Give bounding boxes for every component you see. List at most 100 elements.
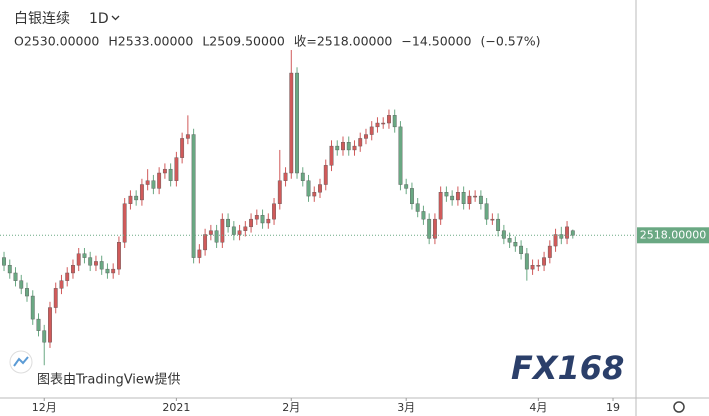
candle-body — [369, 126, 374, 135]
candle-body — [105, 268, 110, 274]
candle-body — [151, 180, 156, 189]
candle-body — [65, 272, 70, 281]
last-price-box — [637, 227, 709, 244]
ohlc-value: −14.50000 — [401, 34, 471, 49]
candle-body — [461, 192, 466, 204]
candle-body — [208, 230, 213, 235]
candle-body — [450, 195, 455, 201]
candle-body — [214, 230, 219, 243]
candle-body — [565, 226, 569, 239]
candle-body — [467, 195, 472, 204]
ohlc-value: (−0.57%) — [481, 34, 541, 49]
candle-body — [484, 203, 489, 220]
candle-body — [59, 280, 64, 289]
last-price-label: 2518.00000 — [640, 228, 706, 241]
candle-body — [99, 261, 104, 270]
candle-body — [530, 265, 535, 270]
candle-body — [36, 318, 41, 331]
x-tick-label: 3月 — [397, 401, 415, 414]
candle-body — [438, 192, 443, 220]
ohlc-value: H2533.00000 — [108, 34, 193, 49]
candle-body — [404, 184, 409, 189]
candle-body — [444, 192, 449, 197]
candle-body — [283, 172, 288, 181]
interval: 1D — [89, 11, 109, 27]
candle-body — [76, 253, 81, 266]
candle-body — [139, 184, 144, 201]
candle-body — [318, 184, 322, 193]
settings-icon[interactable] — [673, 401, 685, 413]
candle-body — [415, 203, 420, 212]
candle-body — [237, 230, 242, 235]
candle-body — [30, 295, 35, 320]
candle-body — [48, 307, 52, 343]
candle-body — [398, 126, 403, 185]
candle-body — [536, 265, 541, 267]
ohlc-value: 收=2518.00000 — [294, 34, 393, 49]
candle-body — [519, 245, 524, 254]
candle-body — [524, 253, 529, 270]
ohlc-value: L2509.50000 — [202, 34, 285, 49]
candle-body — [111, 268, 116, 274]
candle-body — [220, 218, 225, 243]
candle-body — [542, 257, 546, 266]
candle-body — [226, 218, 231, 228]
candle-body — [243, 226, 248, 231]
candle-body — [455, 192, 460, 201]
candle-body — [329, 145, 334, 166]
candle-body — [128, 195, 133, 204]
candle-body — [559, 234, 564, 239]
candle-body — [71, 265, 75, 274]
candle-body — [88, 257, 93, 266]
x-tick-label: 12月 — [32, 401, 57, 414]
candle-body — [570, 230, 575, 236]
candle-body — [312, 192, 317, 197]
candle-body — [185, 134, 190, 139]
candle-body — [168, 168, 173, 181]
x-tick-label: 2月 — [282, 401, 300, 414]
candle-body — [25, 288, 29, 297]
candle-body — [501, 230, 506, 239]
tv-logo-mark — [13, 356, 29, 367]
candle-body — [94, 261, 98, 266]
candle-body — [13, 272, 18, 281]
candle-body — [381, 122, 386, 125]
candle-body — [122, 203, 127, 243]
candle-body — [341, 142, 345, 151]
candle-body — [249, 218, 253, 228]
candle-body — [346, 142, 351, 151]
candle-body — [266, 218, 271, 224]
candle-body — [117, 242, 121, 270]
candle-body — [197, 249, 202, 258]
candle-body — [254, 215, 259, 220]
logo: FX168 — [511, 349, 624, 387]
x-tick-label: 4月 — [529, 401, 547, 414]
candle-body — [53, 288, 58, 308]
candle-body — [134, 195, 139, 201]
candle-body — [82, 253, 87, 258]
x-tick-label: 19 — [606, 401, 620, 414]
candle-body — [352, 145, 357, 151]
candle-body — [162, 168, 167, 174]
dropdown-icon[interactable] — [111, 15, 120, 21]
candle-body — [553, 234, 558, 247]
candle-body — [7, 265, 12, 274]
candle-body — [375, 122, 380, 128]
candle-body — [496, 218, 501, 231]
candle-body — [335, 145, 340, 151]
candle-body — [421, 211, 426, 220]
candle-body — [289, 72, 294, 174]
candle-body — [478, 195, 483, 204]
x-tick-label: 2021 — [162, 401, 190, 414]
candle-body — [2, 257, 6, 266]
candle-body — [473, 195, 478, 198]
candle-body — [145, 180, 150, 185]
candle-body — [19, 280, 24, 289]
ohlc-value: O2530.00000 — [14, 34, 99, 49]
candle-body — [364, 134, 368, 139]
candle-body — [180, 138, 185, 158]
candle-body — [410, 188, 414, 204]
candle-body — [272, 203, 276, 220]
candle-body — [191, 134, 196, 258]
